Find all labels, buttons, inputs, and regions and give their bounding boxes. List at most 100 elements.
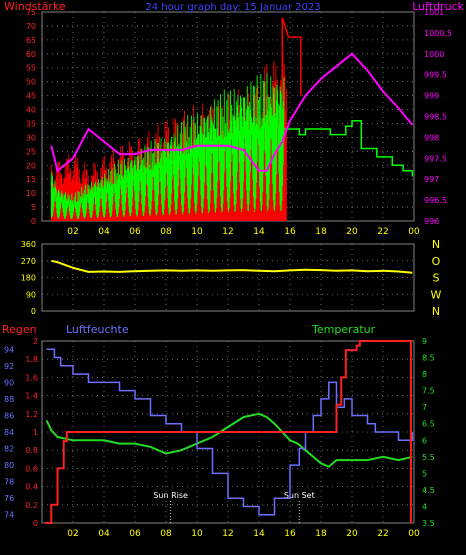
compass-label: N bbox=[432, 305, 440, 318]
pressure-tick-label: 998.5 bbox=[424, 113, 447, 122]
wind-x-tick: 08 bbox=[160, 227, 172, 237]
bottom-x-tick: 22 bbox=[377, 529, 388, 539]
humidity-tick-label: 80 bbox=[4, 461, 14, 470]
rain-tick-label: 1.6 bbox=[25, 373, 38, 382]
chart-title: 24 hour graph day: 15 Januar 2023 bbox=[145, 2, 320, 13]
wind-x-tick: 18 bbox=[315, 227, 327, 237]
compass-label: S bbox=[433, 272, 440, 285]
pressure-tick-label: 997.5 bbox=[424, 154, 447, 163]
wind-x-tick: 00 bbox=[408, 227, 420, 237]
bottom-x-tick: 00 bbox=[408, 529, 420, 539]
wind-x-tick: 22 bbox=[377, 227, 388, 237]
humidity-line bbox=[46, 348, 414, 516]
pressure-tick-label: 996 bbox=[424, 217, 439, 226]
bottom-x-tick: 06 bbox=[129, 529, 141, 539]
wind-tick-label: 20 bbox=[26, 161, 36, 170]
direction-tick-label: 270 bbox=[21, 257, 36, 266]
wind-x-tick: 02 bbox=[67, 227, 78, 237]
temperature-tick-label: 8.5 bbox=[422, 354, 435, 363]
compass-label: O bbox=[432, 255, 441, 268]
direction-line bbox=[51, 259, 413, 274]
bottom-x-tick: 02 bbox=[67, 529, 78, 539]
bottom-x-tick: 04 bbox=[98, 529, 110, 539]
temperature-tick-label: 5 bbox=[422, 469, 427, 478]
wind-tick-label: 45 bbox=[26, 92, 36, 101]
humidity-tick-label: 76 bbox=[4, 494, 14, 503]
wind-tick-label: 60 bbox=[26, 50, 36, 59]
wind-tick-label: 40 bbox=[26, 106, 36, 115]
rain-line bbox=[45, 340, 412, 524]
wind-tick-label: 70 bbox=[26, 22, 36, 31]
temperature-tick-label: 4 bbox=[422, 502, 427, 511]
rain-tick-label: 0.2 bbox=[25, 501, 38, 510]
wind-tick-label: 5 bbox=[31, 203, 36, 212]
wind-avg-step bbox=[283, 119, 414, 177]
wind-tick-label: 35 bbox=[26, 119, 36, 128]
wind-tick-label: 15 bbox=[26, 175, 36, 184]
pressure-tick-label: 997 bbox=[424, 175, 439, 184]
wind-x-tick: 16 bbox=[284, 227, 296, 237]
wind-axis-label: Windstärke bbox=[4, 0, 66, 13]
bottom-x-tick: 14 bbox=[253, 529, 265, 539]
pressure-tick-label: 999 bbox=[424, 92, 439, 101]
direction-tick-label: 0 bbox=[31, 307, 36, 316]
wind-gust-line bbox=[281, 17, 302, 96]
pressure-tick-label: 998 bbox=[424, 133, 439, 142]
rain-tick-label: 1.2 bbox=[25, 410, 38, 419]
temperature-axis-label: Temperatur bbox=[311, 323, 376, 336]
wind-tick-label: 75 bbox=[26, 8, 36, 17]
bottom-x-tick: 12 bbox=[222, 529, 233, 539]
bottom-x-tick: 10 bbox=[191, 529, 203, 539]
compass-label: W bbox=[431, 288, 442, 301]
rain-tick-label: 0 bbox=[33, 519, 38, 528]
humidity-tick-label: 94 bbox=[4, 345, 14, 354]
temperature-tick-label: 5.5 bbox=[422, 453, 435, 462]
temperature-tick-label: 4.5 bbox=[422, 486, 435, 495]
wind-tick-label: 55 bbox=[26, 64, 36, 73]
compass-label: N bbox=[432, 238, 440, 251]
wind-x-tick: 06 bbox=[129, 227, 141, 237]
humidity-tick-label: 92 bbox=[4, 362, 14, 371]
humidity-axis-label: Luftfeuchte bbox=[66, 323, 129, 336]
rain-tick-label: 0.4 bbox=[25, 483, 38, 492]
wind-x-tick: 04 bbox=[98, 227, 110, 237]
temperature-line bbox=[45, 412, 413, 468]
bottom-x-tick: 16 bbox=[284, 529, 296, 539]
rain-tick-label: 0.8 bbox=[25, 446, 38, 455]
humidity-tick-label: 86 bbox=[4, 411, 14, 420]
sunset-label: Sun Set bbox=[284, 491, 315, 500]
wind-tick-label: 10 bbox=[26, 189, 36, 198]
wind-tick-label: 0 bbox=[31, 217, 36, 226]
wind-x-tick: 14 bbox=[253, 227, 265, 237]
pressure-line bbox=[50, 52, 414, 173]
wind-x-tick: 10 bbox=[191, 227, 203, 237]
pressure-tick-label: 1001 bbox=[424, 8, 444, 17]
rain-tick-label: 1 bbox=[33, 428, 38, 437]
wind-tick-label: 30 bbox=[26, 133, 36, 142]
pressure-tick-label: 1000.5 bbox=[424, 29, 452, 38]
bottom-x-tick: 20 bbox=[346, 529, 358, 539]
temperature-tick-label: 7.5 bbox=[422, 387, 435, 396]
pressure-axis-label: Luftdruck bbox=[412, 0, 464, 13]
pressure-tick-label: 999.5 bbox=[424, 71, 447, 80]
wind-x-tick: 12 bbox=[222, 227, 233, 237]
temperature-tick-label: 3.5 bbox=[422, 519, 435, 528]
direction-tick-label: 90 bbox=[26, 290, 36, 299]
rain-axis-label: Regen bbox=[2, 323, 37, 336]
wind-tick-label: 65 bbox=[26, 36, 36, 45]
rain-tick-label: 1.8 bbox=[25, 355, 38, 364]
humidity-tick-label: 74 bbox=[4, 511, 14, 520]
humidity-tick-label: 90 bbox=[4, 378, 14, 387]
pressure-tick-label: 1000 bbox=[424, 50, 444, 59]
sunrise-label: Sun Rise bbox=[153, 491, 188, 500]
bottom-x-tick: 18 bbox=[315, 529, 327, 539]
direction-tick-label: 180 bbox=[21, 274, 36, 283]
wind-tick-label: 25 bbox=[26, 147, 36, 156]
temperature-tick-label: 7 bbox=[422, 403, 427, 412]
humidity-tick-label: 78 bbox=[4, 478, 14, 487]
humidity-tick-label: 82 bbox=[4, 445, 14, 454]
wind-x-tick: 20 bbox=[346, 227, 358, 237]
rain-tick-label: 2 bbox=[33, 337, 38, 346]
